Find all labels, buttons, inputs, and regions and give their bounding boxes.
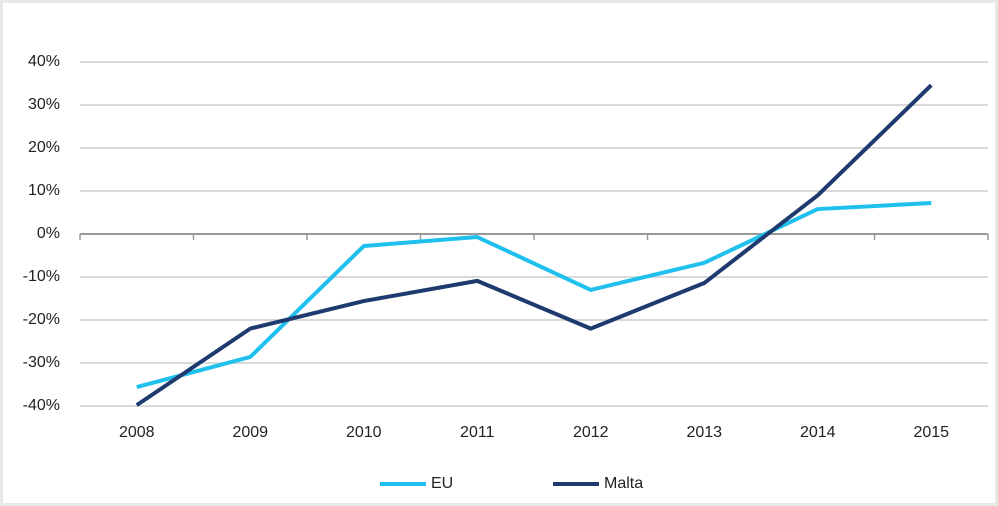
legend-label: Malta [604,475,643,492]
y-tick-label: -20% [23,311,60,328]
legend-label: EU [431,475,453,492]
x-tick-label: 2011 [460,424,495,441]
series-line [136,201,932,390]
x-tick-label: 2013 [686,424,722,441]
y-tick-label: 20% [28,139,60,156]
x-tick-label: 2008 [119,424,155,441]
x-tick-label: 2009 [232,424,268,441]
y-tick-label: 10% [28,182,60,199]
x-tick-label: 2014 [800,424,836,441]
y-tick-label: -30% [23,354,60,371]
y-tick-label: 0% [37,225,60,242]
y-tick-label: -40% [23,397,60,414]
x-tick-label: 2012 [573,424,609,441]
y-tick-label: 30% [28,96,60,113]
x-tick-label: 2015 [913,424,949,441]
y-tick-label: -10% [23,268,60,285]
y-tick-label: 40% [28,53,60,70]
x-tick-label: 2010 [346,424,382,441]
series-line [135,83,933,407]
